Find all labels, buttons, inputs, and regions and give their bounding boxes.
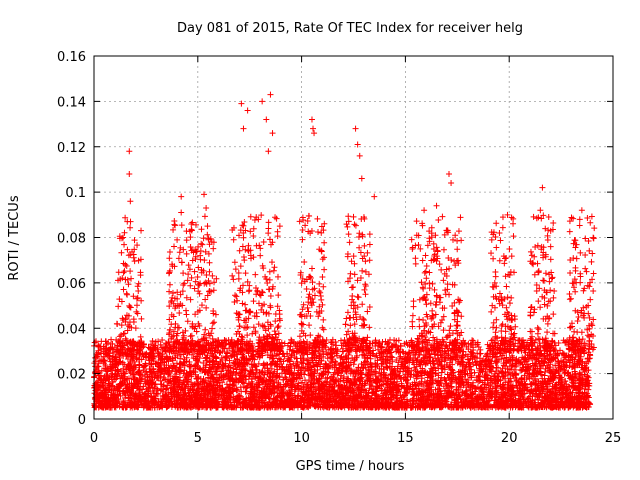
data-point bbox=[333, 342, 340, 349]
data-point bbox=[328, 339, 335, 346]
data-point bbox=[177, 355, 184, 362]
data-point bbox=[281, 340, 288, 347]
grid-lines bbox=[94, 56, 613, 419]
data-point bbox=[185, 383, 192, 390]
data-point bbox=[129, 357, 136, 364]
data-point bbox=[351, 357, 358, 364]
data-point bbox=[265, 394, 272, 401]
data-point bbox=[231, 360, 238, 367]
data-point bbox=[401, 340, 408, 347]
scatter-points bbox=[91, 91, 598, 411]
data-point bbox=[149, 337, 156, 344]
data-point bbox=[91, 339, 98, 346]
data-point bbox=[444, 371, 451, 378]
data-point bbox=[515, 337, 522, 344]
data-point bbox=[511, 366, 518, 373]
data-point bbox=[211, 338, 218, 345]
data-point bbox=[159, 336, 166, 343]
data-point bbox=[500, 360, 507, 367]
data-point bbox=[499, 369, 506, 376]
